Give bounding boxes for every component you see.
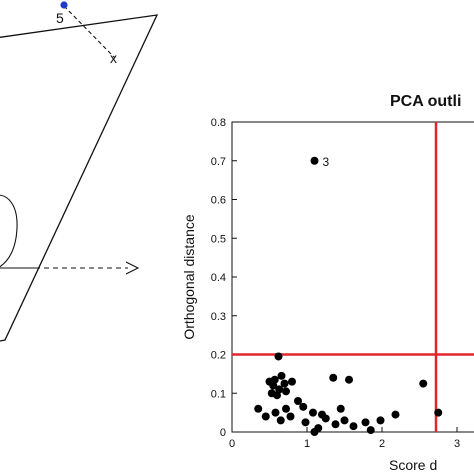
- point-labels: 3: [323, 155, 330, 169]
- y-tick-label: 0.6: [211, 195, 226, 207]
- data-point: [310, 156, 319, 165]
- data-point: [282, 387, 290, 396]
- data-point: [288, 377, 296, 386]
- data-point: [277, 371, 286, 380]
- axis-arrow-head: [125, 261, 140, 275]
- x-tick-label: 3: [454, 438, 460, 450]
- y-tick-label: 0.4: [211, 272, 226, 284]
- data-point: [276, 416, 285, 425]
- x-axis-ticks: 0 1 2 3: [229, 427, 460, 450]
- x-tick-label: 1: [304, 438, 310, 450]
- cutoff-lines: [232, 122, 474, 432]
- data-point: [331, 420, 340, 429]
- data-point: [345, 375, 353, 384]
- y-tick-label: 0.8: [211, 117, 226, 129]
- data-point: [336, 404, 345, 413]
- data-point: [261, 412, 270, 421]
- data-point: [349, 422, 358, 431]
- y-tick-label: 0: [220, 427, 226, 439]
- chart-title: PCA outli: [390, 93, 461, 110]
- data-point: [309, 408, 317, 417]
- data-point: [340, 416, 349, 425]
- projection-dashed-line: [63, 5, 116, 59]
- data-point: [299, 402, 308, 411]
- projection-x-marker: x: [110, 50, 117, 66]
- scatter-points: [254, 156, 443, 436]
- data-point: [376, 416, 385, 425]
- data-point: [271, 408, 280, 417]
- data-point: [434, 408, 443, 417]
- data-point: [321, 414, 330, 423]
- x-tick-label: 0: [229, 438, 235, 450]
- data-point-5: [60, 1, 68, 9]
- data-point: [314, 424, 323, 433]
- data-point: [282, 404, 290, 413]
- data-point: [273, 391, 281, 400]
- pca-outlier-chart: PCA outli 0 0.1 0.2 0.3 0.4 0.5 0.6 0.7 0.8 0 1 2 3…: [181, 93, 474, 473]
- y-axis-title: Orthogonal distance: [181, 214, 197, 340]
- data-point: [329, 373, 338, 382]
- y-tick-label: 0.7: [211, 156, 226, 168]
- data-point: [301, 418, 310, 427]
- y-tick-label: 0.3: [211, 311, 226, 323]
- data-point: [391, 410, 400, 419]
- point-5-label: 5: [56, 10, 64, 26]
- data-point: [254, 404, 263, 413]
- x-axis-title: Score d: [389, 457, 437, 473]
- x-tick-label: 2: [379, 438, 385, 450]
- projection-diagram: 5 x: [0, 1, 159, 342]
- data-point: [274, 352, 283, 361]
- plot-area-frame: [231, 121, 474, 433]
- data-point: [366, 426, 375, 435]
- data-point: [269, 381, 278, 390]
- y-tick-label: 0.5: [211, 233, 226, 245]
- data-point: [280, 379, 289, 388]
- y-tick-label: 0.1: [211, 388, 226, 400]
- y-tick-label: 0.2: [211, 350, 226, 362]
- density-curve: [0, 194, 18, 268]
- data-point: [294, 397, 302, 405]
- data-point: [286, 412, 295, 421]
- projection-plane: [0, 14, 159, 342]
- data-point: [361, 418, 370, 427]
- data-point: [419, 379, 428, 388]
- point-label: 3: [323, 155, 330, 169]
- y-axis-ticks: 0 0.1 0.2 0.3 0.4 0.5 0.6 0.7 0.8: [211, 117, 237, 439]
